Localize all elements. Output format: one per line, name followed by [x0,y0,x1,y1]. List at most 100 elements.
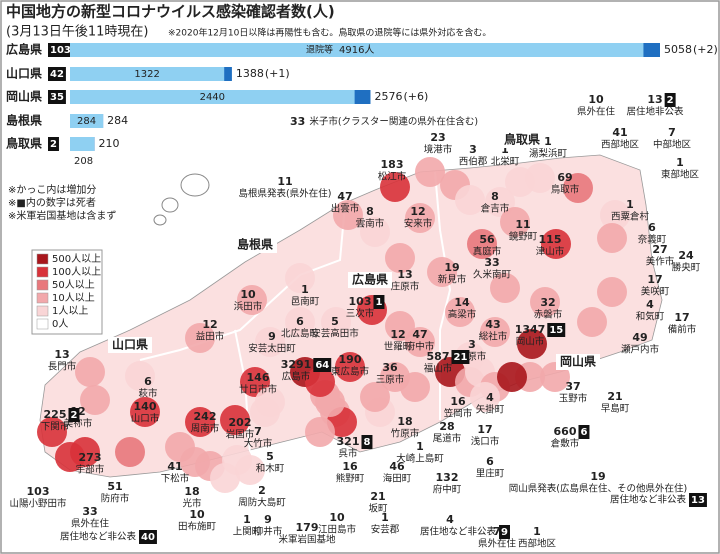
region-count: 33 [290,115,305,128]
region-fill [467,229,497,259]
note: ※■内の数字は死者 [8,196,96,209]
region-fill [115,437,145,467]
region-name: 赤磐市 [534,309,563,321]
region-name: 西部地区 [518,538,557,550]
region-count: 17 [477,423,492,436]
region-name: 玉野市 [559,393,588,405]
region-count: 13 [54,348,69,361]
legend-swatch [36,266,49,278]
region-count: 13 [397,268,412,281]
region-fill [480,317,510,347]
bar-discharged [70,137,95,151]
region-name: 宇部市 [76,464,105,476]
category-label: 岡山県 [6,89,42,104]
region-count: 43 [485,318,500,331]
region-count: 4 [446,513,454,526]
region-count: 51 [107,480,122,493]
death-box [373,295,385,309]
region-name: 海田町 [383,473,412,485]
note: ※かっこ内は増加分 [8,183,96,196]
region-fill [130,397,160,427]
region-count: 47 [412,328,427,341]
region-name: 呉市 [338,448,358,460]
region-name: 周防大島町 [238,497,286,509]
region-fill [385,243,415,273]
prefecture-label: 岡山県 [560,354,596,369]
region-name: 安芸高田市 [311,328,359,340]
bar-discharged [70,90,355,104]
region-name: 山口市 [131,413,160,425]
region-name: 柳井市 [254,526,283,538]
region-count: 5 [331,315,339,328]
footnote: ※2020年12月10日以降は再陽性も含む。鳥取県の退院等には県外対応を含む。 [168,27,491,39]
death-box [48,43,73,57]
region-count: 1347 [515,323,546,336]
region-fill [125,361,155,391]
region-fill [541,229,571,259]
region-count: 4 [646,298,654,311]
region-fill [405,203,435,233]
region-count: 103 [27,485,50,498]
island [161,197,179,213]
region-count: 103 [349,295,372,308]
region-name: 浅口市 [471,436,500,448]
region-name: 益田市 [196,331,225,343]
region-name: 居住地など非公表 [60,531,137,543]
region-count: 321 [337,435,360,448]
region-count: 225 [44,408,67,421]
value-label: 284 [77,116,96,127]
region-count: 587 [427,350,450,363]
region-count: 36 [382,361,398,374]
region-name: 備前市 [668,324,697,336]
region-count: 660 [554,425,577,438]
region-name: 岡山市 [516,336,545,348]
region-name: 福山市 [424,363,453,375]
prefecture-label-bg [233,237,277,253]
region-name: 美咲町 [641,286,670,298]
region-count: 49 [632,331,647,344]
region-count: 6 [486,455,494,468]
region-count: 12 [390,328,405,341]
region-name: 出雲市 [331,203,360,215]
region-fill [380,172,410,202]
region-count: 21 [607,390,622,403]
region-count: 17 [674,311,689,324]
region-count: 24 [678,249,694,262]
region-count: 32 [540,296,555,309]
death-count: 1 [375,297,382,308]
region-name: 庄原市 [391,281,420,293]
region-count: 115 [539,233,562,246]
region-count: 7 [493,525,501,538]
region-fill [185,407,215,437]
region-name: 雲南市 [356,218,385,230]
legend-label: 10人以上 [52,292,95,304]
region-fill [305,417,335,447]
subtitle: (3月13日午後11時現在) [6,25,149,40]
region-name: 奈義町 [638,234,667,246]
death-count: 2 [667,95,674,106]
region-name: 県外在住 [71,518,110,530]
region-name: 下松市 [161,473,190,485]
region-count: 7 [668,126,676,139]
legend-swatch [36,305,49,317]
region-name: 大竹市 [244,438,273,450]
region-name: 境港市 [424,144,453,156]
region-name: 新見市 [438,274,467,286]
death-count: 40 [141,532,155,543]
bar-discharged [70,67,225,81]
region-count: 1 [676,156,684,169]
region-count: 9 [264,513,272,526]
death-box [48,90,66,104]
region-count: 8 [366,205,374,218]
region-count: 11 [515,218,530,231]
region-fills [37,157,630,493]
region-fill [305,367,335,397]
region-count: 202 [229,416,252,429]
region-fill [333,200,363,230]
category-label: 鳥取県 [6,136,42,151]
region-name: 勝央町 [672,262,701,274]
region-fill [577,307,607,337]
region-name: 下関市 [41,421,70,433]
